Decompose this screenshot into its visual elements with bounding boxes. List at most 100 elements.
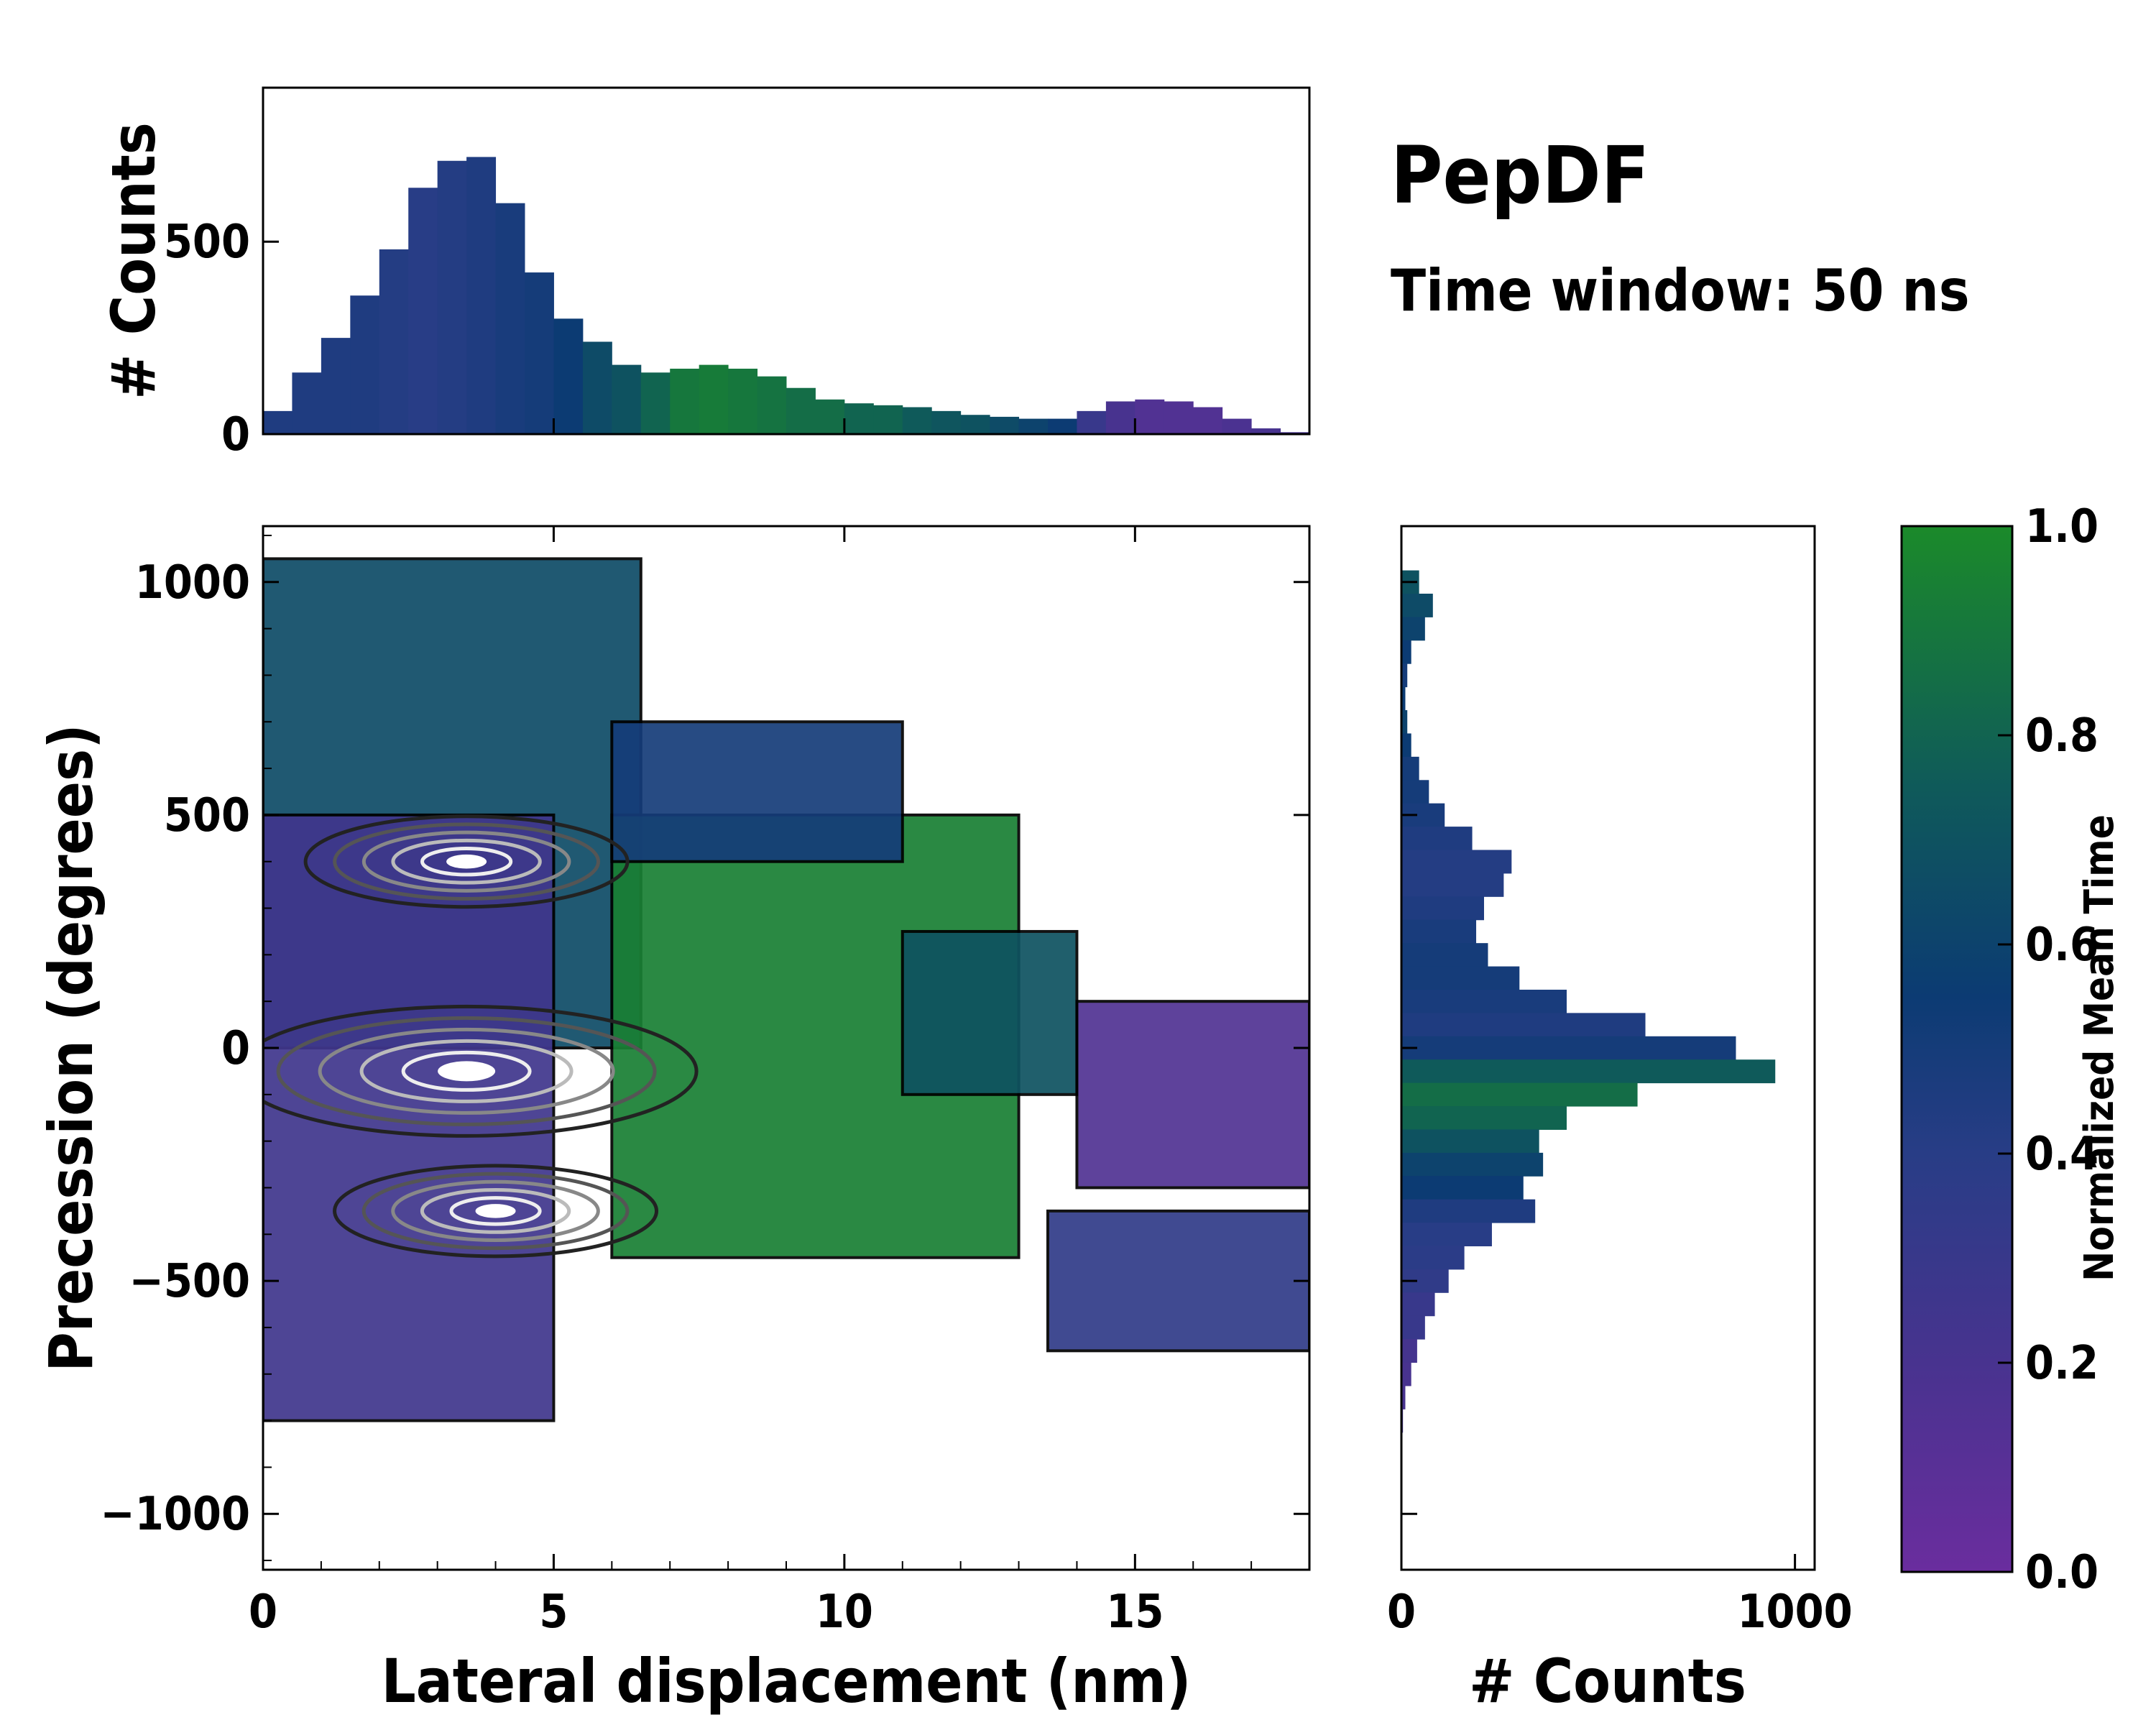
top-histogram-bar — [466, 157, 497, 434]
top-histogram-ylabel: # Counts — [98, 122, 169, 400]
right-histogram-bar — [1401, 1152, 1544, 1177]
top-histogram-bar — [1018, 418, 1049, 434]
right-histogram-bar — [1401, 663, 1408, 688]
right-histogram-bar — [1401, 780, 1429, 804]
right-histogram-bar — [1401, 1199, 1536, 1223]
top-histogram-bar — [931, 410, 962, 434]
top-histogram-bar — [990, 416, 1020, 434]
right-histogram-bar — [1401, 966, 1520, 990]
density-contour — [318, 1027, 615, 1115]
top-histogram-bar — [902, 407, 932, 434]
main-ytick-label: 0 — [221, 1022, 250, 1075]
colorbar-tick-label: 0.4 — [2025, 1128, 2099, 1181]
right-histogram-bar — [1401, 593, 1433, 617]
top-histogram-bar — [495, 203, 525, 434]
right-histogram-bar — [1401, 1362, 1411, 1386]
top-histogram-bar — [1164, 401, 1194, 434]
density-contour — [333, 1164, 659, 1259]
density-contour — [391, 1179, 600, 1242]
right-histogram-bar — [1401, 919, 1477, 944]
right-histogram-bar — [1401, 1059, 1776, 1084]
right-histogram-bar — [1401, 1036, 1736, 1060]
main-ytick-label: 1000 — [135, 556, 250, 610]
colorbar-tick-label: 0.8 — [2025, 709, 2099, 763]
heatmap-region — [900, 929, 1079, 1096]
top-histogram-bar — [379, 249, 409, 434]
colorbar-label: Normalized Mean Time — [2076, 814, 2123, 1282]
top-histogram-bar — [1048, 418, 1077, 434]
top-histogram-bar — [1251, 428, 1281, 434]
right-histogram-bar — [1401, 873, 1504, 897]
colorbar-tick-label: 0.6 — [2025, 919, 2099, 972]
main-ytick-label: −1000 — [101, 1488, 251, 1541]
top-histogram-bar — [728, 368, 758, 434]
density-contour — [391, 838, 542, 885]
heatmap-region — [1075, 1000, 1309, 1190]
density-contour — [361, 830, 571, 893]
top-histogram-bar — [844, 403, 874, 434]
right-histogram-bar — [1401, 943, 1488, 967]
top-histogram-bar — [612, 364, 642, 434]
main-xtick-label: 10 — [816, 1586, 873, 1639]
density-contour — [420, 847, 513, 877]
main-xlabel: Lateral displacement (nm) — [382, 1646, 1192, 1716]
density-contour — [359, 1039, 573, 1103]
right-histogram-bar — [1401, 1013, 1646, 1037]
top-histogram-bar — [1077, 410, 1107, 434]
right-histogram-bar — [1401, 896, 1484, 921]
right-histogram-bar — [1401, 1385, 1406, 1409]
top-histogram-bar — [321, 338, 351, 434]
colorbar: 0.0 0.2 0.4 0.6 0.8 1.0 Normalized Mean Time — [1900, 500, 2123, 1599]
density-contour — [263, 1004, 699, 1138]
colorbar-ticks: 0.0 0.2 0.4 0.6 0.8 1.0 — [1998, 500, 2099, 1599]
chart-subtitle: Time window: 50 ns — [1391, 257, 1970, 324]
right-histogram-bar — [1401, 827, 1473, 851]
right-xtick-label: 0 — [1387, 1586, 1416, 1639]
density-contours — [263, 814, 699, 1259]
top-histogram-bar — [437, 160, 467, 434]
right-histogram-bar — [1401, 617, 1425, 641]
top-histogram-bar — [525, 272, 554, 434]
density-contour — [276, 1016, 657, 1126]
top-ytick-label: 0 — [221, 408, 250, 461]
top-histogram-bar — [408, 188, 438, 434]
right-histogram-bar — [1401, 1082, 1638, 1107]
right-histogram-bar — [1401, 1339, 1417, 1363]
main-xtick-label: 0 — [249, 1586, 277, 1639]
right-histogram-bar — [1401, 1129, 1539, 1154]
top-histogram: 0 500 # Counts — [98, 86, 1311, 461]
main-xtick-label: 5 — [539, 1586, 568, 1639]
right-histogram-xlabel: # Counts — [1469, 1646, 1746, 1716]
right-histogram-bar — [1401, 1223, 1492, 1246]
top-histogram-bar — [1222, 418, 1252, 434]
density-contour — [420, 1187, 571, 1234]
heatmap-region — [610, 720, 904, 863]
main-heatmap-panel: 0 5 10 15 −1000 −500 0 500 1000 Lateral displace… — [36, 525, 1311, 1716]
top-histogram-bar — [699, 364, 729, 434]
right-histogram-bar — [1401, 1292, 1435, 1317]
top-histogram-ticks: 0 500 — [164, 216, 1136, 461]
top-histogram-bar — [786, 387, 816, 434]
heatmap-region — [1046, 1209, 1309, 1353]
right-histogram-bar — [1401, 850, 1512, 874]
density-contour — [449, 1196, 542, 1226]
density-contour — [401, 1050, 532, 1092]
colorbar-gradient — [1900, 525, 2014, 1573]
top-histogram-bar — [263, 410, 292, 434]
density-contour — [303, 814, 630, 909]
right-xtick-label: 1000 — [1737, 1586, 1852, 1639]
top-histogram-bar — [350, 295, 380, 434]
right-histogram-bar — [1401, 756, 1419, 781]
right-histogram-bar — [1401, 1106, 1567, 1130]
main-ytick-label: −500 — [129, 1255, 250, 1308]
top-histogram-bar — [815, 399, 845, 434]
top-histogram-bars — [263, 157, 1310, 434]
right-histogram: 0 1000 # Counts — [1387, 525, 1853, 1716]
top-histogram-bar — [1105, 401, 1135, 434]
main-ylabel: Precession (degrees) — [36, 724, 106, 1371]
top-histogram-bar — [582, 341, 612, 434]
top-histogram-bar — [757, 376, 787, 434]
right-histogram-bar — [1401, 710, 1408, 734]
top-ytick-label: 500 — [164, 216, 250, 269]
